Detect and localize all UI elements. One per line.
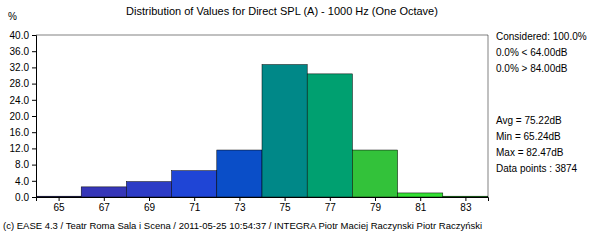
x-tick-label: 79 (370, 202, 382, 213)
y-tick-mark (32, 116, 36, 117)
x-tick-label: 83 (460, 202, 472, 213)
y-tick-mark (32, 132, 36, 133)
x-tick: 69 (144, 197, 156, 213)
y-tick-label: 4.0 (15, 176, 29, 187)
y-tick: 32.0 (10, 62, 36, 73)
y-tick-label: 8.0 (15, 159, 29, 170)
x-tick-mark (375, 197, 376, 201)
x-tick: 81 (415, 197, 427, 213)
x-tick-label: 77 (325, 202, 337, 213)
y-axis-line (32, 36, 37, 198)
y-tick-mark (32, 84, 36, 85)
x-tick-label: 69 (144, 202, 156, 213)
x-tick-label: 71 (189, 202, 201, 213)
chart-container: Distribution of Values for Direct SPL (A… (0, 0, 613, 233)
bar (307, 74, 352, 197)
bar (262, 65, 307, 197)
x-tick-mark (330, 197, 331, 201)
chart-svg: Distribution of Values for Direct SPL (A… (0, 0, 613, 233)
bars (36, 65, 488, 197)
annotation: Considered: 100.0% (496, 31, 587, 42)
y-tick-label: 32.0 (10, 62, 30, 73)
y-tick: 16.0 (10, 127, 36, 138)
annotation: Min = 65.24dB (496, 131, 561, 142)
y-tick-label: 28.0 (10, 78, 30, 89)
y-tick-label: 20.0 (10, 111, 30, 122)
y-tick-label: 0.0 (15, 192, 29, 203)
x-tick: 77 (325, 197, 337, 213)
x-tick: 71 (189, 197, 201, 213)
bar (352, 150, 397, 197)
x-tick: 75 (280, 197, 292, 213)
y-tick-mark (32, 35, 36, 36)
bar (443, 196, 488, 197)
y-tick: 8.0 (15, 159, 36, 170)
y-axis-label: % (8, 11, 17, 22)
y-tick: 0.0 (15, 192, 36, 203)
y-tick-mark (32, 51, 36, 52)
x-tick-label: 73 (234, 202, 246, 213)
annotation: 0.0% > 84.00dB (496, 63, 568, 74)
y-tick-mark (32, 100, 36, 101)
bar (172, 171, 217, 197)
y-tick-label: 16.0 (10, 127, 30, 138)
bar (126, 182, 171, 197)
x-tick: 79 (370, 197, 382, 213)
bar (81, 187, 126, 197)
bar (217, 150, 262, 197)
x-tick-mark (59, 197, 60, 201)
y-tick-label: 24.0 (10, 95, 30, 106)
x-tick-mark (285, 197, 286, 201)
y-tick: 40.0 (10, 30, 36, 41)
y-tick-mark (32, 165, 36, 166)
y-tick: 20.0 (10, 111, 36, 122)
x-tick-label: 81 (415, 202, 427, 213)
annotation: Max = 82.47dB (496, 147, 564, 158)
frame-right (488, 35, 489, 197)
y-tick-label: 36.0 (10, 46, 30, 57)
x-axis: 65 67 69 71 73 75 77 79 81 83 (37, 197, 489, 213)
x-tick-mark (420, 197, 421, 201)
x-tick-label: 75 (280, 202, 292, 213)
title: Distribution of Values for Direct SPL (A… (126, 5, 438, 17)
y-tick-mark (32, 67, 36, 68)
x-tick: 67 (99, 197, 111, 213)
x-tick: 73 (234, 197, 246, 213)
y-tick: 36.0 (10, 46, 36, 57)
y-tick-mark (32, 181, 36, 182)
x-tick-label: 65 (54, 202, 66, 213)
caption: (c) EASE 4.3 / Teatr Roma Sala i Scena /… (3, 220, 482, 231)
bar (36, 196, 81, 197)
y-tick: 24.0 (10, 95, 36, 106)
bar (398, 193, 443, 197)
x-tick-mark (149, 197, 150, 201)
y-tick: 12.0 (10, 143, 36, 154)
x-tick-mark (239, 197, 240, 201)
x-tick-mark (465, 197, 466, 201)
annotation: 0.0% < 64.00dB (496, 47, 568, 58)
x-tick: 65 (54, 197, 66, 213)
background (0, 0, 613, 233)
y-tick-mark (32, 197, 36, 198)
y-tick-label: 12.0 (10, 143, 30, 154)
x-axis-line (37, 198, 489, 202)
x-tick-mark (104, 197, 105, 201)
x-tick-mark (194, 197, 195, 201)
y-tick-label: 40.0 (10, 30, 30, 41)
y-axis: 0.0 4.0 8.0 12.0 16.0 20.0 24.0 28.0 32.0 36.0 40.… (10, 30, 37, 203)
x-tick: 83 (460, 197, 472, 213)
y-tick: 28.0 (10, 78, 36, 89)
y-tick-mark (32, 148, 36, 149)
y-tick: 4.0 (15, 176, 36, 187)
annotation: Avg = 75.22dB (496, 115, 562, 126)
annotations: Considered: 100.0% 0.0% < 64.00dB 0.0% > 8… (496, 31, 587, 174)
annotation: Data points : 3874 (496, 163, 578, 174)
frame-top (36, 35, 488, 36)
x-tick-label: 67 (99, 202, 111, 213)
